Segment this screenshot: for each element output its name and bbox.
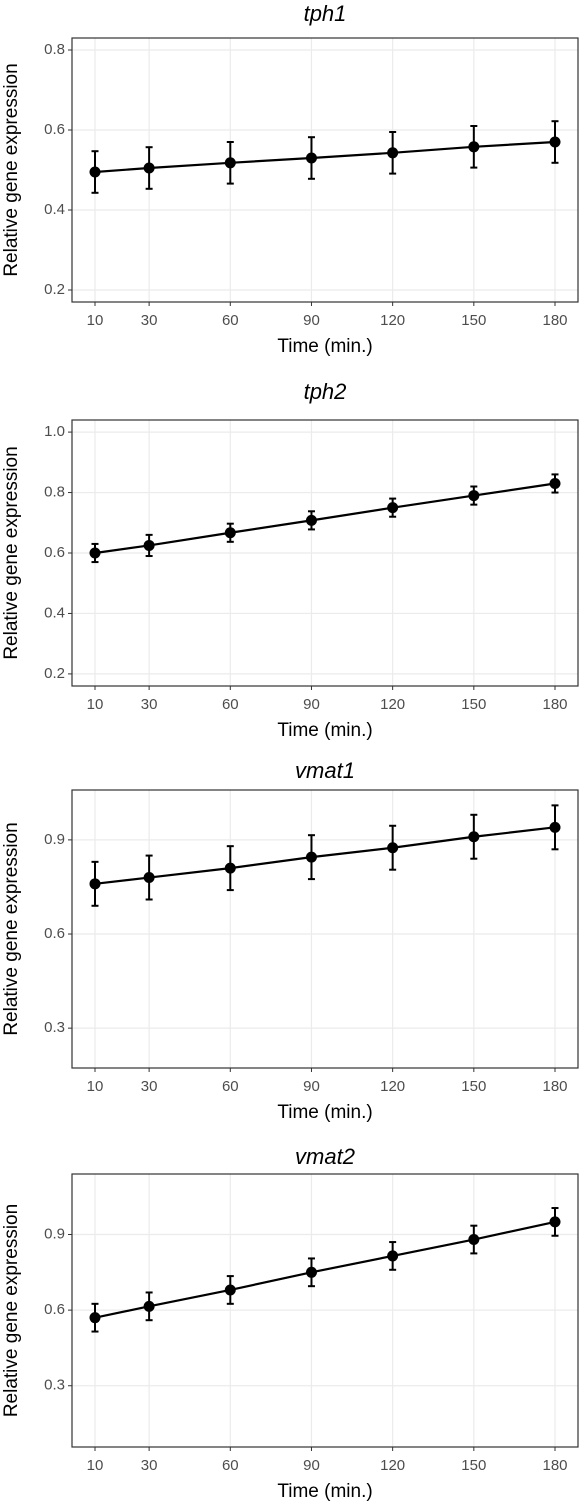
y-tick-label: 0.4 <box>44 201 65 218</box>
x-tick-label: 120 <box>380 696 405 713</box>
x-tick-label: 120 <box>380 1078 405 1095</box>
y-axis-title: Relative gene expression <box>1 63 22 276</box>
x-tick-label: 60 <box>222 696 239 713</box>
y-tick-label: 0.2 <box>44 665 65 682</box>
point <box>387 502 399 514</box>
point <box>549 821 561 833</box>
x-tick-label: 10 <box>87 696 104 713</box>
x-axis-title: Time (min.) <box>277 720 372 741</box>
x-tick-label: 180 <box>542 1078 567 1095</box>
point <box>468 490 480 502</box>
x-tick-label: 30 <box>141 696 158 713</box>
point <box>549 1216 561 1228</box>
y-tick-label: 0.9 <box>44 1225 65 1242</box>
x-axis-title: Time (min.) <box>277 1102 372 1123</box>
x-tick-label: 30 <box>141 1457 158 1474</box>
plot-background <box>72 790 578 1068</box>
point <box>305 152 317 164</box>
y-tick-label: 0.3 <box>44 1377 65 1394</box>
point <box>89 166 101 178</box>
point <box>89 1312 101 1324</box>
y-tick-label: 1.0 <box>44 423 65 440</box>
point <box>143 1300 155 1312</box>
plot-border <box>71 37 579 303</box>
x-tick-label: 150 <box>461 312 486 329</box>
y-axis-title: Relative gene expression <box>1 446 22 659</box>
x-tick-label: 180 <box>542 312 567 329</box>
x-tick-label: 150 <box>461 696 486 713</box>
chart-title: tph2 <box>304 379 347 404</box>
y-tick-label: 0.6 <box>44 925 65 942</box>
y-tick-label: 0.6 <box>44 1301 65 1318</box>
point <box>549 136 561 148</box>
x-tick-label: 60 <box>222 1457 239 1474</box>
x-tick-label: 10 <box>87 1457 104 1474</box>
y-tick-label: 0.2 <box>44 281 65 298</box>
point <box>224 862 236 874</box>
point <box>468 141 480 153</box>
point <box>549 477 561 489</box>
x-tick-label: 10 <box>87 312 104 329</box>
point <box>224 527 236 539</box>
x-tick-label: 180 <box>542 696 567 713</box>
x-tick-label: 10 <box>87 1078 104 1095</box>
point <box>305 514 317 526</box>
x-axis-title: Time (min.) <box>277 336 372 357</box>
point <box>305 851 317 863</box>
y-tick-label: 0.3 <box>44 1019 65 1036</box>
x-tick-label: 90 <box>303 1078 320 1095</box>
x-tick-label: 180 <box>542 1457 567 1474</box>
plot-border <box>71 419 579 687</box>
plot-border <box>71 1173 579 1448</box>
plot-border <box>71 789 579 1069</box>
point <box>143 162 155 174</box>
chart-title: vmat2 <box>295 1144 355 1169</box>
point <box>468 831 480 843</box>
x-tick-label: 30 <box>141 312 158 329</box>
point <box>143 872 155 884</box>
y-axis-title: Relative gene expression <box>1 822 22 1035</box>
plot-background <box>72 38 578 302</box>
x-tick-label: 150 <box>461 1457 486 1474</box>
point <box>387 842 399 854</box>
y-tick-label: 0.6 <box>44 121 65 138</box>
y-tick-label: 0.9 <box>44 831 65 848</box>
point <box>387 1250 399 1262</box>
point <box>224 1284 236 1296</box>
x-tick-label: 120 <box>380 1457 405 1474</box>
x-tick-label: 150 <box>461 1078 486 1095</box>
y-tick-label: 0.6 <box>44 544 65 561</box>
x-tick-label: 60 <box>222 312 239 329</box>
point <box>224 157 236 169</box>
x-axis-title: Time (min.) <box>277 1481 372 1502</box>
y-axis-title: Relative gene expression <box>1 1204 22 1417</box>
y-tick-label: 0.8 <box>44 41 65 58</box>
point <box>468 1234 480 1246</box>
point <box>89 547 101 559</box>
x-tick-label: 90 <box>303 696 320 713</box>
y-tick-label: 0.4 <box>44 604 65 621</box>
x-tick-label: 30 <box>141 1078 158 1095</box>
x-tick-label: 60 <box>222 1078 239 1095</box>
point <box>89 878 101 890</box>
x-tick-label: 120 <box>380 312 405 329</box>
chart-title: vmat1 <box>295 758 355 783</box>
x-tick-label: 90 <box>303 312 320 329</box>
x-tick-label: 90 <box>303 1457 320 1474</box>
point <box>387 147 399 159</box>
point <box>305 1266 317 1278</box>
chart-title: tph1 <box>304 1 347 26</box>
point <box>143 539 155 551</box>
y-tick-label: 0.8 <box>44 484 65 501</box>
